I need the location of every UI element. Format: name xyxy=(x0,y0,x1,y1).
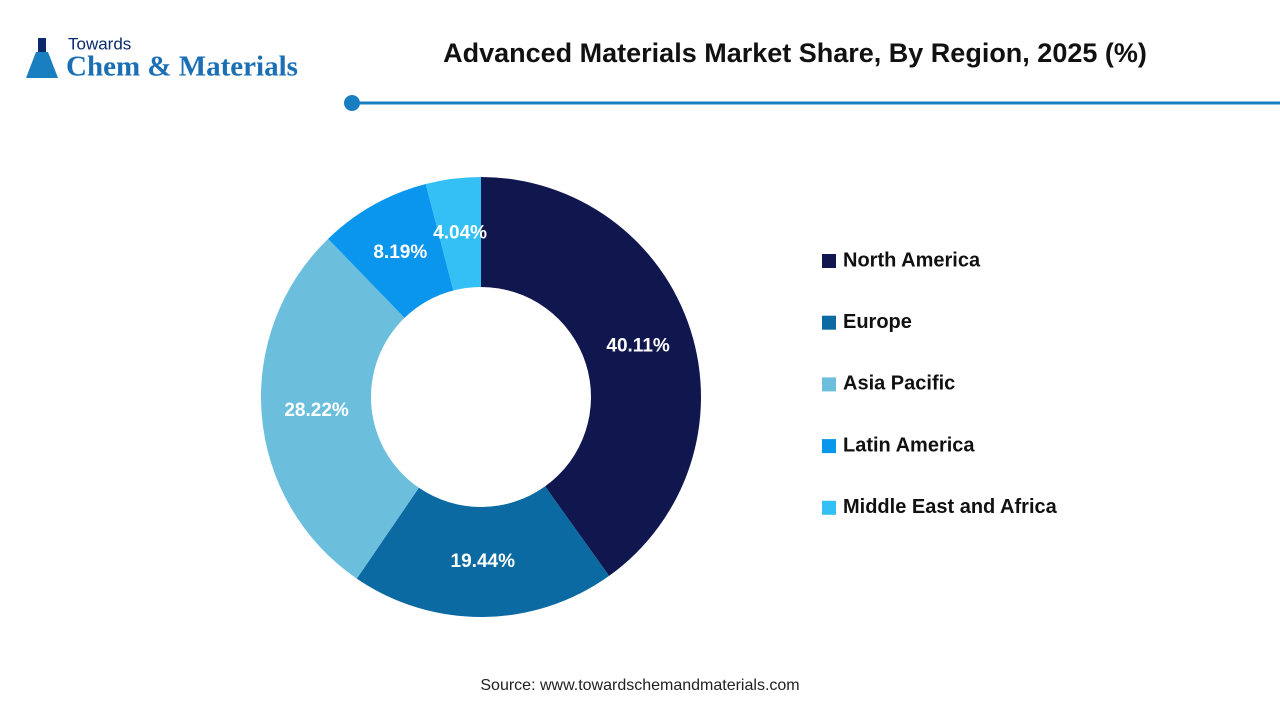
data-label: 8.19% xyxy=(373,242,427,263)
data-label: 28.22% xyxy=(284,400,349,421)
chart-title: Advanced Materials Market Share, By Regi… xyxy=(443,38,1147,68)
legend-swatch xyxy=(822,315,836,330)
legend-label: Asia Pacific xyxy=(843,373,955,395)
data-label: 19.44% xyxy=(451,551,516,572)
legend-label: North America xyxy=(843,249,981,271)
logo-main: Chem & Materials xyxy=(66,51,298,83)
legend-swatch xyxy=(822,254,836,268)
legend-swatch xyxy=(822,377,836,392)
legend-swatch xyxy=(822,500,836,515)
slice xyxy=(261,238,419,579)
slice xyxy=(356,486,610,617)
legend-label: Middle East and Africa xyxy=(843,496,1058,518)
data-label: 40.11% xyxy=(606,336,669,357)
legend-label: Europe xyxy=(843,311,912,333)
logo: Towards Chem & Materials xyxy=(26,34,298,83)
header-dot xyxy=(344,95,360,111)
logo-icon xyxy=(26,52,58,78)
data-label: 4.04% xyxy=(433,222,487,243)
legend-label: Latin America xyxy=(843,434,975,456)
slice xyxy=(425,177,481,291)
slice xyxy=(481,177,701,576)
legend: North America Europe Asia Pacific Latin Ame… xyxy=(822,249,1058,518)
slice xyxy=(328,184,454,318)
logo-icon xyxy=(38,38,46,52)
legend-swatch xyxy=(822,439,836,454)
source: Source: www.towardschemandmaterials.com xyxy=(480,677,799,694)
donut: 40.11% 19.44% 28.22% 8.19% 4.04% xyxy=(261,177,701,617)
logo-top: Towards xyxy=(68,34,131,53)
